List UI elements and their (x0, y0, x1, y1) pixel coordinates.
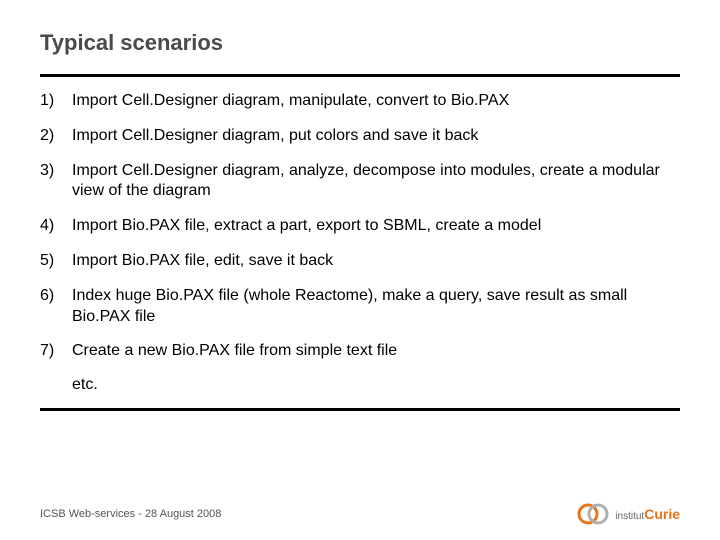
page-title: Typical scenarios (40, 30, 680, 56)
logo-prefix: institut (615, 511, 644, 522)
list-item: Import Bio.PAX file, extract a part, exp… (40, 216, 680, 237)
list-item: Import Cell.Designer diagram, analyze, d… (40, 161, 680, 203)
divider-top (40, 74, 680, 77)
list-item: Import Cell.Designer diagram, put colors… (40, 126, 680, 147)
list-item: Index huge Bio.PAX file (whole Reactome)… (40, 286, 680, 328)
footer-text: ICSB Web-services - 28 August 2008 (40, 508, 221, 520)
list-item: Create a new Bio.PAX file from simple te… (40, 341, 680, 362)
divider-bottom (40, 408, 680, 411)
institut-curie-logo: institutCurie (577, 502, 680, 526)
scenario-list: Import Cell.Designer diagram, manipulate… (40, 91, 680, 362)
slide: Typical scenarios Import Cell.Designer d… (0, 0, 720, 540)
etc-text: etc. (40, 376, 680, 394)
list-item: Import Cell.Designer diagram, manipulate… (40, 91, 680, 112)
logo-text: institutCurie (615, 507, 680, 522)
list-item: Import Bio.PAX file, edit, save it back (40, 251, 680, 272)
logo-name: Curie (644, 506, 680, 522)
logo-rings-icon (577, 502, 609, 526)
